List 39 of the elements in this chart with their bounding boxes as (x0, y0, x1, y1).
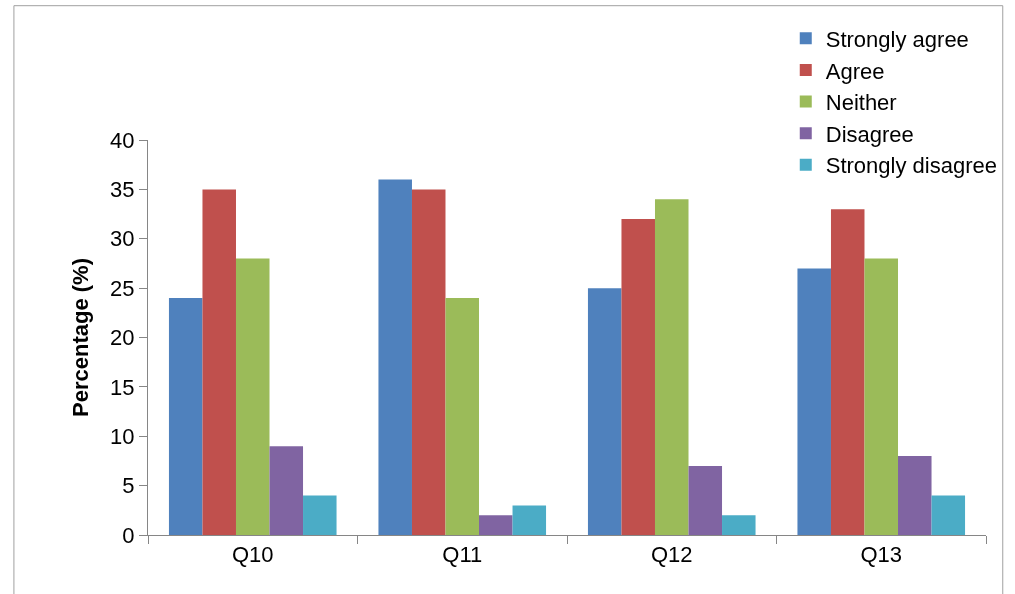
legend-label: Strongly agree (825, 26, 969, 52)
bar (202, 189, 236, 535)
bar (688, 465, 723, 535)
bar (931, 495, 966, 535)
bar (864, 258, 899, 535)
bar (269, 446, 304, 535)
bar (654, 199, 689, 535)
bar (378, 179, 412, 535)
y-tick-label: 40 (110, 127, 135, 153)
y-tick-label: 10 (110, 423, 135, 449)
y-tick-label: 0 (122, 522, 135, 548)
y-tick-label: 20 (110, 325, 135, 351)
bar (621, 219, 655, 535)
bar (797, 268, 831, 535)
bar (411, 189, 446, 535)
bar (587, 288, 622, 535)
bar (512, 505, 547, 535)
legend-label: Neither (825, 90, 897, 116)
bar (445, 298, 480, 535)
bar (235, 258, 270, 535)
legend-label: Disagree (825, 121, 914, 147)
x-tick-label: Q11 (442, 542, 483, 568)
bar (479, 515, 513, 535)
y-tick-label: 5 (122, 473, 135, 499)
y-tick-label: 35 (110, 177, 135, 203)
bar (830, 209, 865, 535)
bar (898, 456, 932, 535)
x-tick-label: Q13 (860, 542, 903, 568)
bar (168, 298, 203, 535)
bar (303, 495, 337, 535)
y-tick-label: 15 (110, 374, 135, 400)
x-tick-label: Q12 (650, 542, 693, 568)
y-tick-label: 30 (110, 226, 135, 252)
legend-label: Strongly disagree (825, 153, 997, 179)
y-axis-title: Percentage (%) (67, 258, 93, 417)
x-tick-label: Q10 (231, 542, 274, 568)
y-tick-label: 25 (110, 275, 135, 301)
bar (722, 515, 756, 535)
legend-label: Agree (825, 58, 885, 84)
